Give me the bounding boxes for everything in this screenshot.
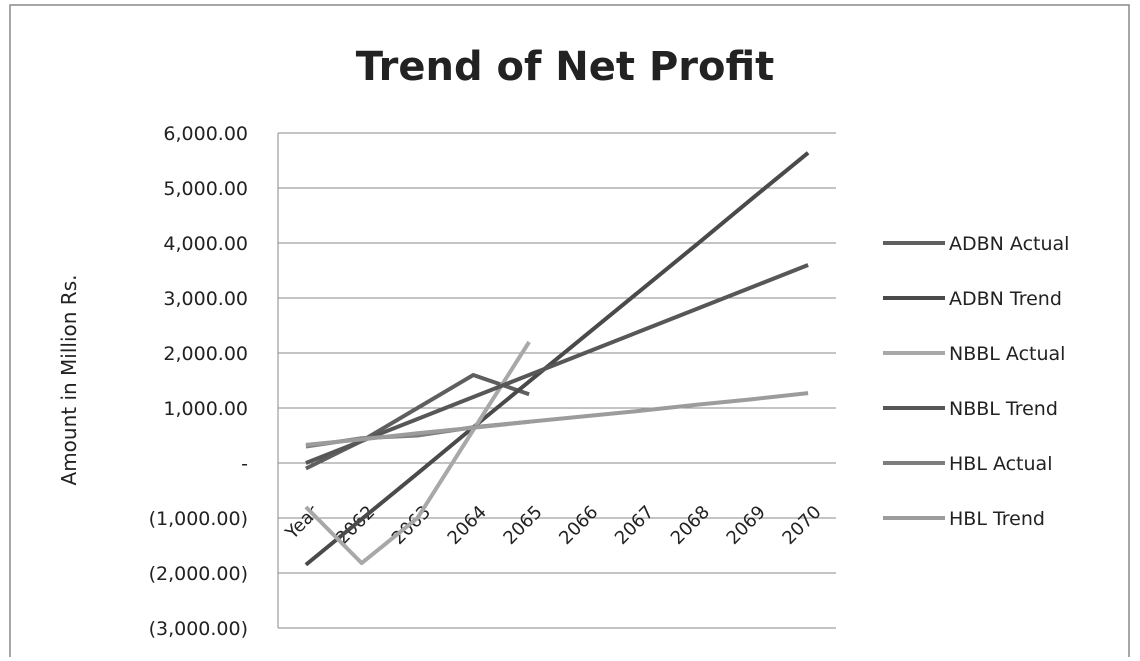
y-tick-label: (1,000.00) [149, 508, 248, 530]
y-tick-label: 5,000.00 [163, 178, 248, 200]
legend-label: NBBL Actual [949, 343, 1065, 365]
legend-label: HBL Trend [949, 508, 1045, 530]
series-line [305, 391, 809, 447]
y-tick-label: (2,000.00) [149, 563, 248, 585]
legend-label: ADBN Trend [949, 288, 1062, 310]
legend-label: ADBN Actual [949, 233, 1069, 255]
y-tick-label: 3,000.00 [163, 288, 248, 310]
y-tick-label: 6,000.00 [163, 123, 248, 145]
chart-title: Trend of Net Profit [356, 44, 775, 90]
y-tick-label: (3,000.00) [149, 618, 248, 640]
y-axis-label: Amount in Million Rs. [57, 275, 81, 486]
series-line [305, 263, 809, 465]
series-line [304, 151, 810, 567]
y-tick-label: 4,000.00 [163, 233, 248, 255]
legend-label: NBBL Trend [949, 398, 1058, 420]
chart-border [9, 4, 1130, 661]
legend-label: HBL Actual [949, 453, 1052, 475]
y-tick-label: 1,000.00 [163, 398, 248, 420]
series-line [304, 340, 531, 566]
y-tick-label: 2,000.00 [163, 343, 248, 365]
y-tick-label: - [241, 453, 248, 475]
